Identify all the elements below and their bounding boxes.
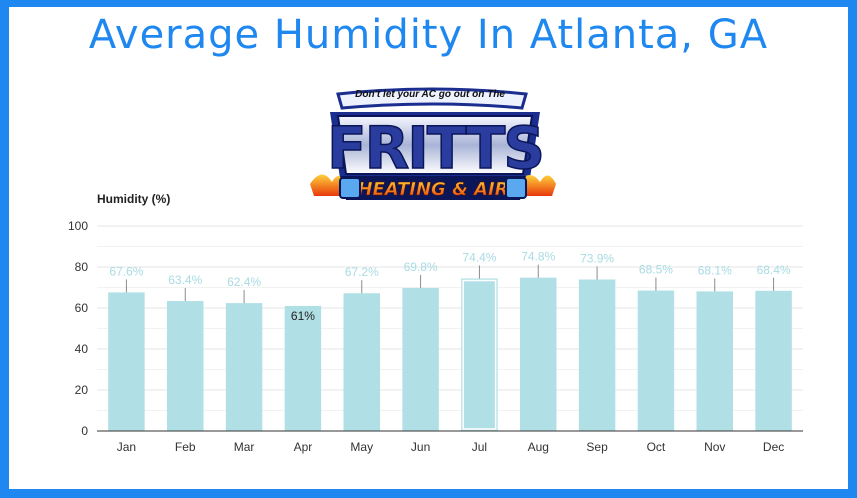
y-tick-label: 100 bbox=[68, 219, 88, 233]
y-tick-label: 20 bbox=[75, 383, 89, 397]
bar-apr bbox=[284, 305, 322, 431]
bar-may bbox=[343, 293, 380, 431]
x-tick-label-oct: Oct bbox=[647, 440, 666, 454]
data-label-jan: 67.6% bbox=[109, 264, 143, 278]
page-title: Average Humidity In Atlanta, GA bbox=[88, 12, 769, 58]
logo-tagline: Don't let your AC go out on The bbox=[355, 89, 505, 100]
x-tick-label-may: May bbox=[350, 440, 373, 454]
x-tick-label-jun: Jun bbox=[411, 440, 430, 454]
gridlines bbox=[97, 225, 803, 411]
data-label-may: 67.2% bbox=[345, 265, 379, 279]
bars bbox=[108, 277, 792, 431]
bar-jul bbox=[461, 278, 498, 431]
data-label-oct: 68.5% bbox=[639, 263, 673, 277]
bar-jun bbox=[402, 287, 439, 431]
data-label-jul: 74.4% bbox=[462, 250, 496, 264]
y-tick-label: 40 bbox=[75, 342, 89, 356]
data-labels: 67.6% 63.4% 62.4% 61% 67.2% 69.8% 74.4% 74.8% 73… bbox=[109, 250, 791, 323]
x-tick-label-apr: Apr bbox=[294, 440, 313, 454]
data-label-sep: 73.9% bbox=[580, 252, 614, 266]
data-label-jun: 69.8% bbox=[404, 260, 438, 274]
x-tick-label-nov: Nov bbox=[704, 440, 725, 454]
y-tick-label: 0 bbox=[81, 424, 88, 438]
logo-subbrand-text: HEATING & AIR bbox=[357, 179, 508, 200]
logo-brand-text: FRITTS bbox=[327, 114, 543, 182]
x-tick-labels: Jan Feb Mar Apr May Jun Jul Aug Sep Oct Nov Dec bbox=[117, 440, 785, 454]
y-tick-labels: 0 20 40 60 80 100 bbox=[68, 219, 88, 438]
y-tick-label: 80 bbox=[75, 260, 89, 274]
x-tick-label-jul: Jul bbox=[472, 440, 487, 454]
x-tick-label-dec: Dec bbox=[763, 440, 784, 454]
data-label-dec: 68.4% bbox=[757, 263, 791, 277]
x-tick-label-aug: Aug bbox=[528, 440, 549, 454]
bar-feb bbox=[167, 301, 204, 431]
bar-oct bbox=[637, 290, 675, 431]
y-tick-label: 60 bbox=[75, 301, 89, 315]
x-tick-label-mar: Mar bbox=[234, 440, 255, 454]
bar-sep bbox=[578, 279, 616, 431]
bar-highlight-outline bbox=[462, 279, 497, 430]
bar-aug bbox=[520, 277, 557, 431]
data-label-feb: 63.4% bbox=[168, 273, 202, 287]
data-label-nov: 68.1% bbox=[698, 263, 732, 277]
fritts-logo: FRITTS HEATING & AIR bbox=[310, 87, 556, 200]
bar-dec bbox=[755, 290, 792, 431]
bar-mar bbox=[225, 303, 263, 431]
data-label-aug: 74.8% bbox=[521, 250, 555, 264]
data-label-mar: 62.4% bbox=[227, 275, 261, 289]
x-tick-label-feb: Feb bbox=[175, 440, 196, 454]
x-tick-label-jan: Jan bbox=[117, 440, 136, 454]
x-tick-label-sep: Sep bbox=[586, 440, 608, 454]
bar-nov bbox=[696, 291, 733, 431]
bar-jan bbox=[108, 292, 145, 431]
y-axis-title: Humidity (%) bbox=[97, 192, 170, 206]
data-label-apr: 61% bbox=[291, 309, 315, 323]
